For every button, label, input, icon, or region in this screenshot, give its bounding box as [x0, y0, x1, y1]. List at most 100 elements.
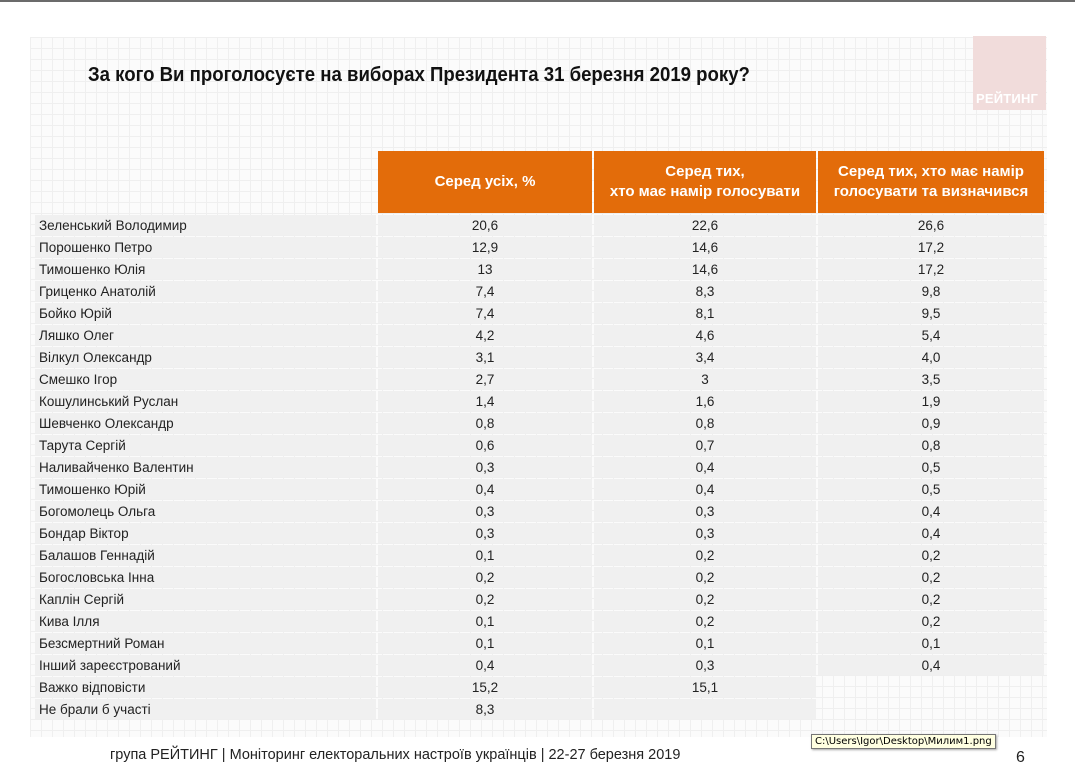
value-decided: 0,8: [818, 435, 1044, 455]
rating-logo: РЕЙТИНГ: [973, 36, 1046, 110]
candidate-name: Тарута Сергій: [35, 435, 376, 455]
value-decided: 0,2: [818, 611, 1044, 631]
candidate-name: Вілкул Олександр: [35, 347, 376, 367]
slide-title: За кого Ви проголосуєте на виборах Прези…: [88, 64, 750, 86]
table-row: Не брали б участі 8,3: [35, 699, 1044, 719]
header-label: Серед усіх, %: [434, 173, 536, 190]
value-intend-to-vote: 0,2: [594, 589, 816, 609]
value-decided: 17,2: [818, 259, 1044, 279]
value-among-all: 4,2: [378, 325, 592, 345]
value-among-all: 0,2: [378, 567, 592, 587]
header-among-all: Серед усіх, %: [378, 151, 592, 213]
value-decided: 4,0: [818, 347, 1044, 367]
slide-footer: група РЕЙТИНГ | Моніторинг електоральних…: [110, 747, 681, 763]
value-decided: 0,4: [818, 501, 1044, 521]
header-decided: Серед тих, хто має намір голосувати та ви…: [818, 151, 1044, 213]
table-row: Тарута Сергій 0,6 0,7 0,8: [35, 435, 1044, 455]
value-among-all: 0,1: [378, 633, 592, 653]
table-row: Тимошенко Юлія 13 14,6 17,2: [35, 259, 1044, 279]
value-intend-to-vote: 0,4: [594, 457, 816, 477]
value-intend-to-vote: 3: [594, 369, 816, 389]
value-among-all: 0,4: [378, 655, 592, 675]
window-top-border: [0, 0, 1075, 2]
value-decided: 0,2: [818, 589, 1044, 609]
logo-text: РЕЙТИНГ: [976, 91, 1039, 106]
value-decided: 9,8: [818, 281, 1044, 301]
candidate-name: Порошенко Петро: [35, 237, 376, 257]
value-among-all: 8,3: [378, 699, 592, 719]
table-row: Порошенко Петро 12,9 14,6 17,2: [35, 237, 1044, 257]
table-row: Інший зареєстрований 0,4 0,3 0,4: [35, 655, 1044, 675]
value-decided: [818, 677, 1044, 697]
candidate-name: Гриценко Анатолій: [35, 281, 376, 301]
candidate-name: Кошулинський Руслан: [35, 391, 376, 411]
value-decided: 0,1: [818, 633, 1044, 653]
value-among-all: 7,4: [378, 303, 592, 323]
value-intend-to-vote: 0,2: [594, 545, 816, 565]
value-among-all: 0,3: [378, 457, 592, 477]
value-decided: 0,5: [818, 479, 1044, 499]
value-among-all: 3,1: [378, 347, 592, 367]
value-intend-to-vote: 0,7: [594, 435, 816, 455]
table-row: Бондар Віктор 0,3 0,3 0,4: [35, 523, 1044, 543]
table-row: Ляшко Олег 4,2 4,6 5,4: [35, 325, 1044, 345]
candidate-name: Не брали б участі: [35, 699, 376, 719]
candidate-name: Каплін Сергій: [35, 589, 376, 609]
value-decided: 3,5: [818, 369, 1044, 389]
value-among-all: 0,4: [378, 479, 592, 499]
table-row: Богословська Інна 0,2 0,2 0,2: [35, 567, 1044, 587]
value-among-all: 0,1: [378, 611, 592, 631]
value-among-all: 0,1: [378, 545, 592, 565]
value-among-all: 1,4: [378, 391, 592, 411]
value-intend-to-vote: 14,6: [594, 259, 816, 279]
value-among-all: 0,8: [378, 413, 592, 433]
table-row: Зеленський Володимир 20,6 22,6 26,6: [35, 215, 1044, 235]
value-decided: 17,2: [818, 237, 1044, 257]
value-decided: 0,2: [818, 567, 1044, 587]
table-row: Кошулинський Руслан 1,4 1,6 1,9: [35, 391, 1044, 411]
value-intend-to-vote: 8,3: [594, 281, 816, 301]
table-row: Балашов Геннадій 0,1 0,2 0,2: [35, 545, 1044, 565]
header-label-line1: Серед тих, хто має намір: [838, 163, 1024, 180]
table-row: Безсмертний Роман 0,1 0,1 0,1: [35, 633, 1044, 653]
value-decided: [818, 699, 1044, 719]
value-intend-to-vote: 15,1: [594, 677, 816, 697]
value-among-all: 0,3: [378, 501, 592, 521]
candidate-name: Тимошенко Юлія: [35, 259, 376, 279]
value-among-all: 2,7: [378, 369, 592, 389]
candidate-name: Важко відповісти: [35, 677, 376, 697]
value-intend-to-vote: 14,6: [594, 237, 816, 257]
table-row: Гриценко Анатолій 7,4 8,3 9,8: [35, 281, 1044, 301]
value-decided: 0,5: [818, 457, 1044, 477]
candidate-name: Безсмертний Роман: [35, 633, 376, 653]
value-intend-to-vote: 0,2: [594, 567, 816, 587]
value-intend-to-vote: 0,1: [594, 633, 816, 653]
value-intend-to-vote: 22,6: [594, 215, 816, 235]
value-intend-to-vote: 0,3: [594, 501, 816, 521]
value-intend-to-vote: 4,6: [594, 325, 816, 345]
header-candidate: [35, 151, 376, 213]
value-decided: 9,5: [818, 303, 1044, 323]
header-label-line2: голосувати та визначився: [833, 183, 1029, 200]
table-row: Наливайченко Валентин 0,3 0,4 0,5: [35, 457, 1044, 477]
value-among-all: 0,2: [378, 589, 592, 609]
poll-results-table: Серед усіх, % Серед тих, хто має намір го…: [33, 149, 1046, 721]
value-among-all: 12,9: [378, 237, 592, 257]
table-row: Шевченко Олександр 0,8 0,8 0,9: [35, 413, 1044, 433]
value-intend-to-vote: 0,4: [594, 479, 816, 499]
value-among-all: 20,6: [378, 215, 592, 235]
table-row: Богомолець Ольга 0,3 0,3 0,4: [35, 501, 1044, 521]
header-label-line2: хто має намір голосувати: [609, 183, 801, 200]
table-header-row: Серед усіх, % Серед тих, хто має намір го…: [35, 151, 1044, 213]
value-intend-to-vote: 3,4: [594, 347, 816, 367]
table-row: Смешко Ігор 2,7 3 3,5: [35, 369, 1044, 389]
value-decided: 5,4: [818, 325, 1044, 345]
candidate-name: Балашов Геннадій: [35, 545, 376, 565]
table-row: Бойко Юрій 7,4 8,1 9,5: [35, 303, 1044, 323]
candidate-name: Смешко Ігор: [35, 369, 376, 389]
value-decided: 1,9: [818, 391, 1044, 411]
candidate-name: Кива Ілля: [35, 611, 376, 631]
candidate-name: Наливайченко Валентин: [35, 457, 376, 477]
value-among-all: 0,6: [378, 435, 592, 455]
candidate-name: Бойко Юрій: [35, 303, 376, 323]
